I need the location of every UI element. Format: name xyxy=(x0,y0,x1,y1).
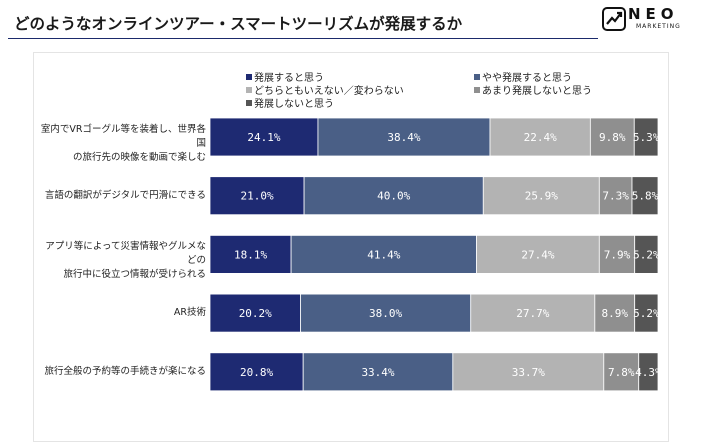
data-label: 7.9% xyxy=(604,248,631,261)
category-label-line: の旅行先の映像を動画で楽しむ xyxy=(72,152,206,163)
bar-segment xyxy=(317,117,491,157)
data-label: 5.2% xyxy=(633,307,660,320)
data-label: 20.8% xyxy=(240,366,273,379)
legend-item: 発展すると思う xyxy=(246,69,324,84)
bar-segment xyxy=(638,352,659,392)
chart-panel: 発展すると思う やや発展すると思うどちらともいえない／変わらない あまり発展しないと… xyxy=(33,52,669,442)
category-label: 旅行全般の予約等の手続きが楽になる xyxy=(36,365,206,379)
bar-segment xyxy=(482,176,600,216)
data-label: 4.3% xyxy=(635,366,662,379)
category-label: アプリ等によって災害情報やグルメなどの旅行中に役立つ情報が受けられる xyxy=(36,240,206,282)
bar-segment xyxy=(594,293,636,333)
data-label: 25.9% xyxy=(525,190,558,203)
bar-segment xyxy=(634,293,659,333)
page-title: どのようなオンラインツアー・スマートツーリズムが発展するか xyxy=(14,15,463,33)
bar-segment xyxy=(452,352,605,392)
bar-segment xyxy=(603,352,640,392)
category-label-line: 旅行中に役立つ情報が受けられる xyxy=(63,269,206,281)
bar-segment xyxy=(489,117,591,157)
data-label: 33.4% xyxy=(361,366,394,379)
legend-swatch xyxy=(474,87,480,93)
data-label: 7.8% xyxy=(608,366,635,379)
bar-segment xyxy=(209,293,301,333)
category-label: 言語の翻訳がデジタルで円滑にできる xyxy=(36,189,206,203)
bar-segment xyxy=(209,176,305,216)
data-label: 7.3% xyxy=(602,190,629,203)
data-label: 27.7% xyxy=(516,307,549,320)
bar-segment xyxy=(589,117,635,157)
logo-subtitle: MARKETING xyxy=(636,23,681,30)
category-label-line: AR技術 xyxy=(173,307,206,319)
legend-label: あまり発展しないと思う xyxy=(482,86,592,97)
data-label: 22.4% xyxy=(524,131,557,144)
data-label: 33.7% xyxy=(512,366,545,379)
data-label: 24.1% xyxy=(247,131,280,144)
legend-item: あまり発展しないと思う xyxy=(474,82,592,97)
legend-label: 発展しないと思う xyxy=(254,99,334,110)
data-label: 27.4% xyxy=(521,248,554,261)
bar-segment xyxy=(598,176,633,216)
bar-segment xyxy=(633,117,659,157)
legend-swatch xyxy=(474,74,480,80)
bar-segment xyxy=(634,234,659,274)
data-label: 40.0% xyxy=(377,190,410,203)
category-label-line: 旅行全般の予約等の手続きが楽になる xyxy=(44,365,206,377)
legend-label: 発展すると思う xyxy=(254,73,324,84)
bar-segment xyxy=(209,352,304,392)
bar-segment xyxy=(476,234,600,274)
legend-item: 発展しないと思う xyxy=(246,95,334,110)
data-label: 8.9% xyxy=(602,307,629,320)
bar-segment xyxy=(470,293,596,333)
data-label: 20.2% xyxy=(239,307,272,320)
legend-item: どちらともいえない／変わらない xyxy=(246,82,404,97)
category-label-line: アプリ等によって災害情報やグルメなどの xyxy=(45,241,206,267)
bar-segment xyxy=(300,293,472,333)
data-label: 38.4% xyxy=(387,131,420,144)
data-label: 18.1% xyxy=(234,248,267,261)
category-label-line: 室内でVRゴーグル等を装着し、世界各国 xyxy=(40,124,206,149)
category-label-line: 言語の翻訳がデジタルで円滑にできる xyxy=(44,189,206,201)
neo-marketing-logo-icon xyxy=(602,7,626,31)
data-label: 5.8% xyxy=(632,190,659,203)
bar-segment xyxy=(209,234,292,274)
data-label: 5.3% xyxy=(633,131,660,144)
legend-label: やや発展すると思う xyxy=(482,73,572,84)
brand-logo: NEO MARKETING xyxy=(602,5,702,37)
legend-label: どちらともいえない／変わらない xyxy=(254,86,404,97)
category-label: 室内でVRゴーグル等を装着し、世界各国の旅行先の映像を動画で楽しむ xyxy=(36,123,206,165)
legend-swatch xyxy=(246,87,252,93)
legend-swatch xyxy=(246,74,252,80)
data-label: 9.8% xyxy=(599,131,626,144)
title-bar: どのようなオンラインツアー・スマートツーリズムが発展するか xyxy=(8,8,598,39)
bar-segment xyxy=(631,176,659,216)
data-label: 41.4% xyxy=(367,248,400,261)
bar-segment xyxy=(290,234,477,274)
bar-segment xyxy=(302,352,454,392)
category-label: AR技術 xyxy=(36,306,206,320)
data-label: 21.0% xyxy=(240,190,273,203)
legend-swatch xyxy=(246,100,252,106)
stacked-bar-chart: 24.1% 38.4% 22.4% 9.8% 5.3% 21.0% 40.0% 25.9% 7.… xyxy=(209,117,662,392)
data-label: 38.0% xyxy=(369,307,402,320)
legend-item: やや発展すると思う xyxy=(474,69,572,84)
logo-wordmark: NEO xyxy=(628,5,679,23)
bar-segment xyxy=(598,234,636,274)
bar-segment xyxy=(303,176,484,216)
data-label: 5.2% xyxy=(633,248,660,261)
